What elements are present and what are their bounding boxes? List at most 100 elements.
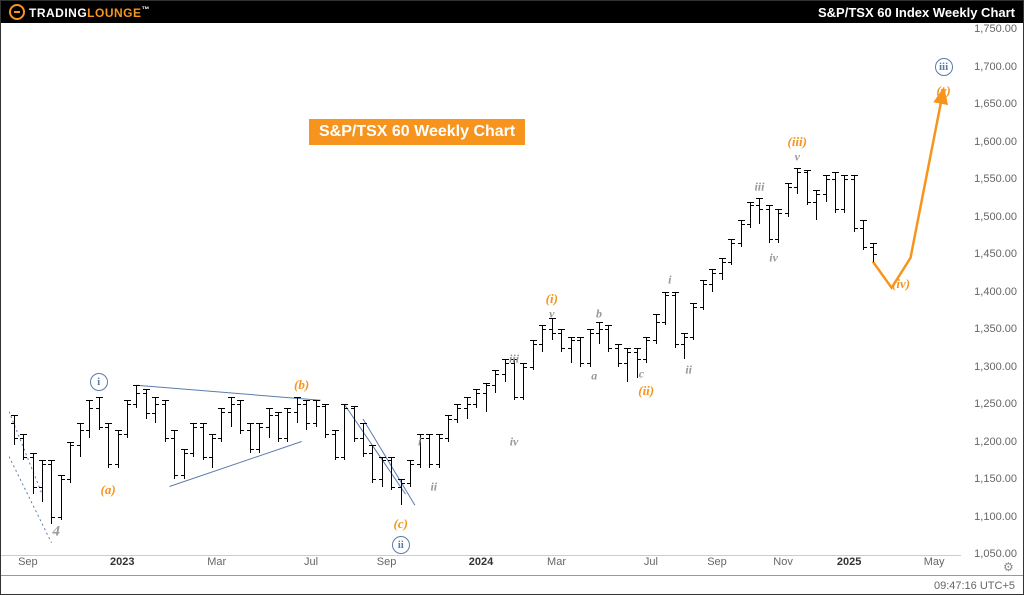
wave-label: (a) — [101, 482, 116, 498]
footer-divider — [1, 575, 1023, 576]
price-bar — [372, 445, 373, 483]
wave-label: (iv) — [892, 276, 910, 292]
price-bar — [788, 183, 789, 217]
y-tick: 1,650.00 — [974, 98, 1017, 110]
price-bar — [429, 434, 430, 468]
logo-tm: ™ — [142, 5, 151, 14]
x-tick: May — [924, 556, 945, 568]
price-bar — [835, 172, 836, 213]
price-bar — [467, 397, 468, 420]
y-tick: 1,350.00 — [974, 323, 1017, 335]
chart-area[interactable]: S&P/TSX 60 Weekly Chart 4i(a)(b)(c)iiiii… — [9, 29, 953, 554]
settings-icon[interactable]: ⚙ — [1003, 560, 1015, 572]
price-bar — [287, 408, 288, 442]
price-bar — [269, 408, 270, 438]
price-bar — [873, 243, 874, 262]
header: TRADINGLOUNGE™ S&P/TSX 60 Index Weekly C… — [1, 1, 1023, 23]
y-tick: 1,450.00 — [974, 248, 1017, 260]
x-tick: 2024 — [469, 556, 493, 568]
y-tick: 1,300.00 — [974, 361, 1017, 373]
x-tick: 2023 — [110, 556, 134, 568]
y-tick: 1,500.00 — [974, 211, 1017, 223]
wave-label: i — [90, 373, 108, 391]
price-bar — [599, 322, 600, 345]
chart-container: TRADINGLOUNGE™ S&P/TSX 60 Index Weekly C… — [0, 0, 1024, 595]
x-tick: Sep — [377, 556, 397, 568]
y-axis: 1,050.001,100.001,150.001,200.001,250.00… — [955, 29, 1017, 554]
price-bar — [344, 404, 345, 460]
y-tick: 1,200.00 — [974, 436, 1017, 448]
wave-label: (i) — [546, 291, 558, 307]
timestamp: 09:47:16 UTC+5 — [934, 580, 1015, 592]
price-bar — [14, 415, 15, 445]
x-tick: Sep — [707, 556, 727, 568]
price-bar — [221, 408, 222, 442]
wave-label: iii — [935, 58, 953, 76]
y-tick: 1,400.00 — [974, 286, 1017, 298]
logo-text-1: TRADING — [29, 6, 87, 20]
price-bar — [231, 397, 232, 427]
price-bar — [675, 292, 676, 348]
x-tick: Jul — [304, 556, 318, 568]
wave-label: 4 — [52, 523, 60, 540]
price-bar — [306, 400, 307, 430]
price-bar — [325, 404, 326, 438]
price-bar — [193, 423, 194, 457]
price-bar — [127, 400, 128, 438]
price-bar — [99, 397, 100, 431]
price-bar — [439, 434, 440, 468]
price-bar — [212, 434, 213, 468]
x-tick: Mar — [207, 556, 226, 568]
price-bar — [89, 400, 90, 438]
price-bar — [118, 430, 119, 468]
wave-label: (c) — [394, 516, 408, 532]
price-bar — [627, 348, 628, 382]
price-bar — [656, 314, 657, 344]
price-bar — [759, 198, 760, 224]
wave-label: c — [639, 367, 644, 382]
price-bar — [665, 292, 666, 326]
wave-label: a — [591, 368, 597, 383]
price-bar — [769, 205, 770, 243]
y-tick: 1,100.00 — [974, 511, 1017, 523]
header-title: S&P/TSX 60 Index Weekly Chart — [818, 5, 1015, 20]
chart-overlay — [9, 29, 953, 554]
y-tick: 1,600.00 — [974, 136, 1017, 148]
wave-label: i — [418, 434, 421, 449]
price-bar — [174, 430, 175, 479]
price-bar — [240, 400, 241, 434]
wave-label: ii — [430, 479, 437, 494]
price-bar — [33, 453, 34, 494]
price-bar — [807, 170, 808, 205]
x-tick: Jul — [644, 556, 658, 568]
price-bar — [778, 209, 779, 243]
wave-label: (v) — [936, 83, 950, 99]
chart-title-box: S&P/TSX 60 Weekly Chart — [309, 119, 525, 145]
price-bar — [391, 457, 392, 491]
wave-label: b — [596, 307, 602, 322]
logo: TRADINGLOUNGE™ — [9, 4, 150, 20]
price-bar — [693, 303, 694, 341]
wave-label: ii — [685, 363, 692, 378]
price-bar — [590, 329, 591, 367]
price-bar — [155, 397, 156, 423]
price-bar — [80, 423, 81, 457]
price-bar — [42, 460, 43, 501]
wave-label: (iii) — [787, 134, 807, 150]
price-bar — [203, 423, 204, 461]
price-bar — [637, 348, 638, 378]
price-bar — [136, 385, 137, 408]
y-tick: 1,250.00 — [974, 398, 1017, 410]
logo-icon — [9, 4, 25, 20]
price-bar — [297, 397, 298, 423]
wave-label: v — [549, 307, 554, 322]
price-bar — [854, 175, 855, 231]
wave-label: i — [668, 273, 671, 288]
y-tick: 1,750.00 — [974, 23, 1017, 35]
wave-label: iv — [769, 250, 778, 265]
y-tick: 1,050.00 — [974, 548, 1017, 560]
wave-label: iii — [509, 352, 519, 367]
wave-label: iv — [510, 434, 519, 449]
price-bar — [165, 400, 166, 441]
y-tick: 1,700.00 — [974, 61, 1017, 73]
